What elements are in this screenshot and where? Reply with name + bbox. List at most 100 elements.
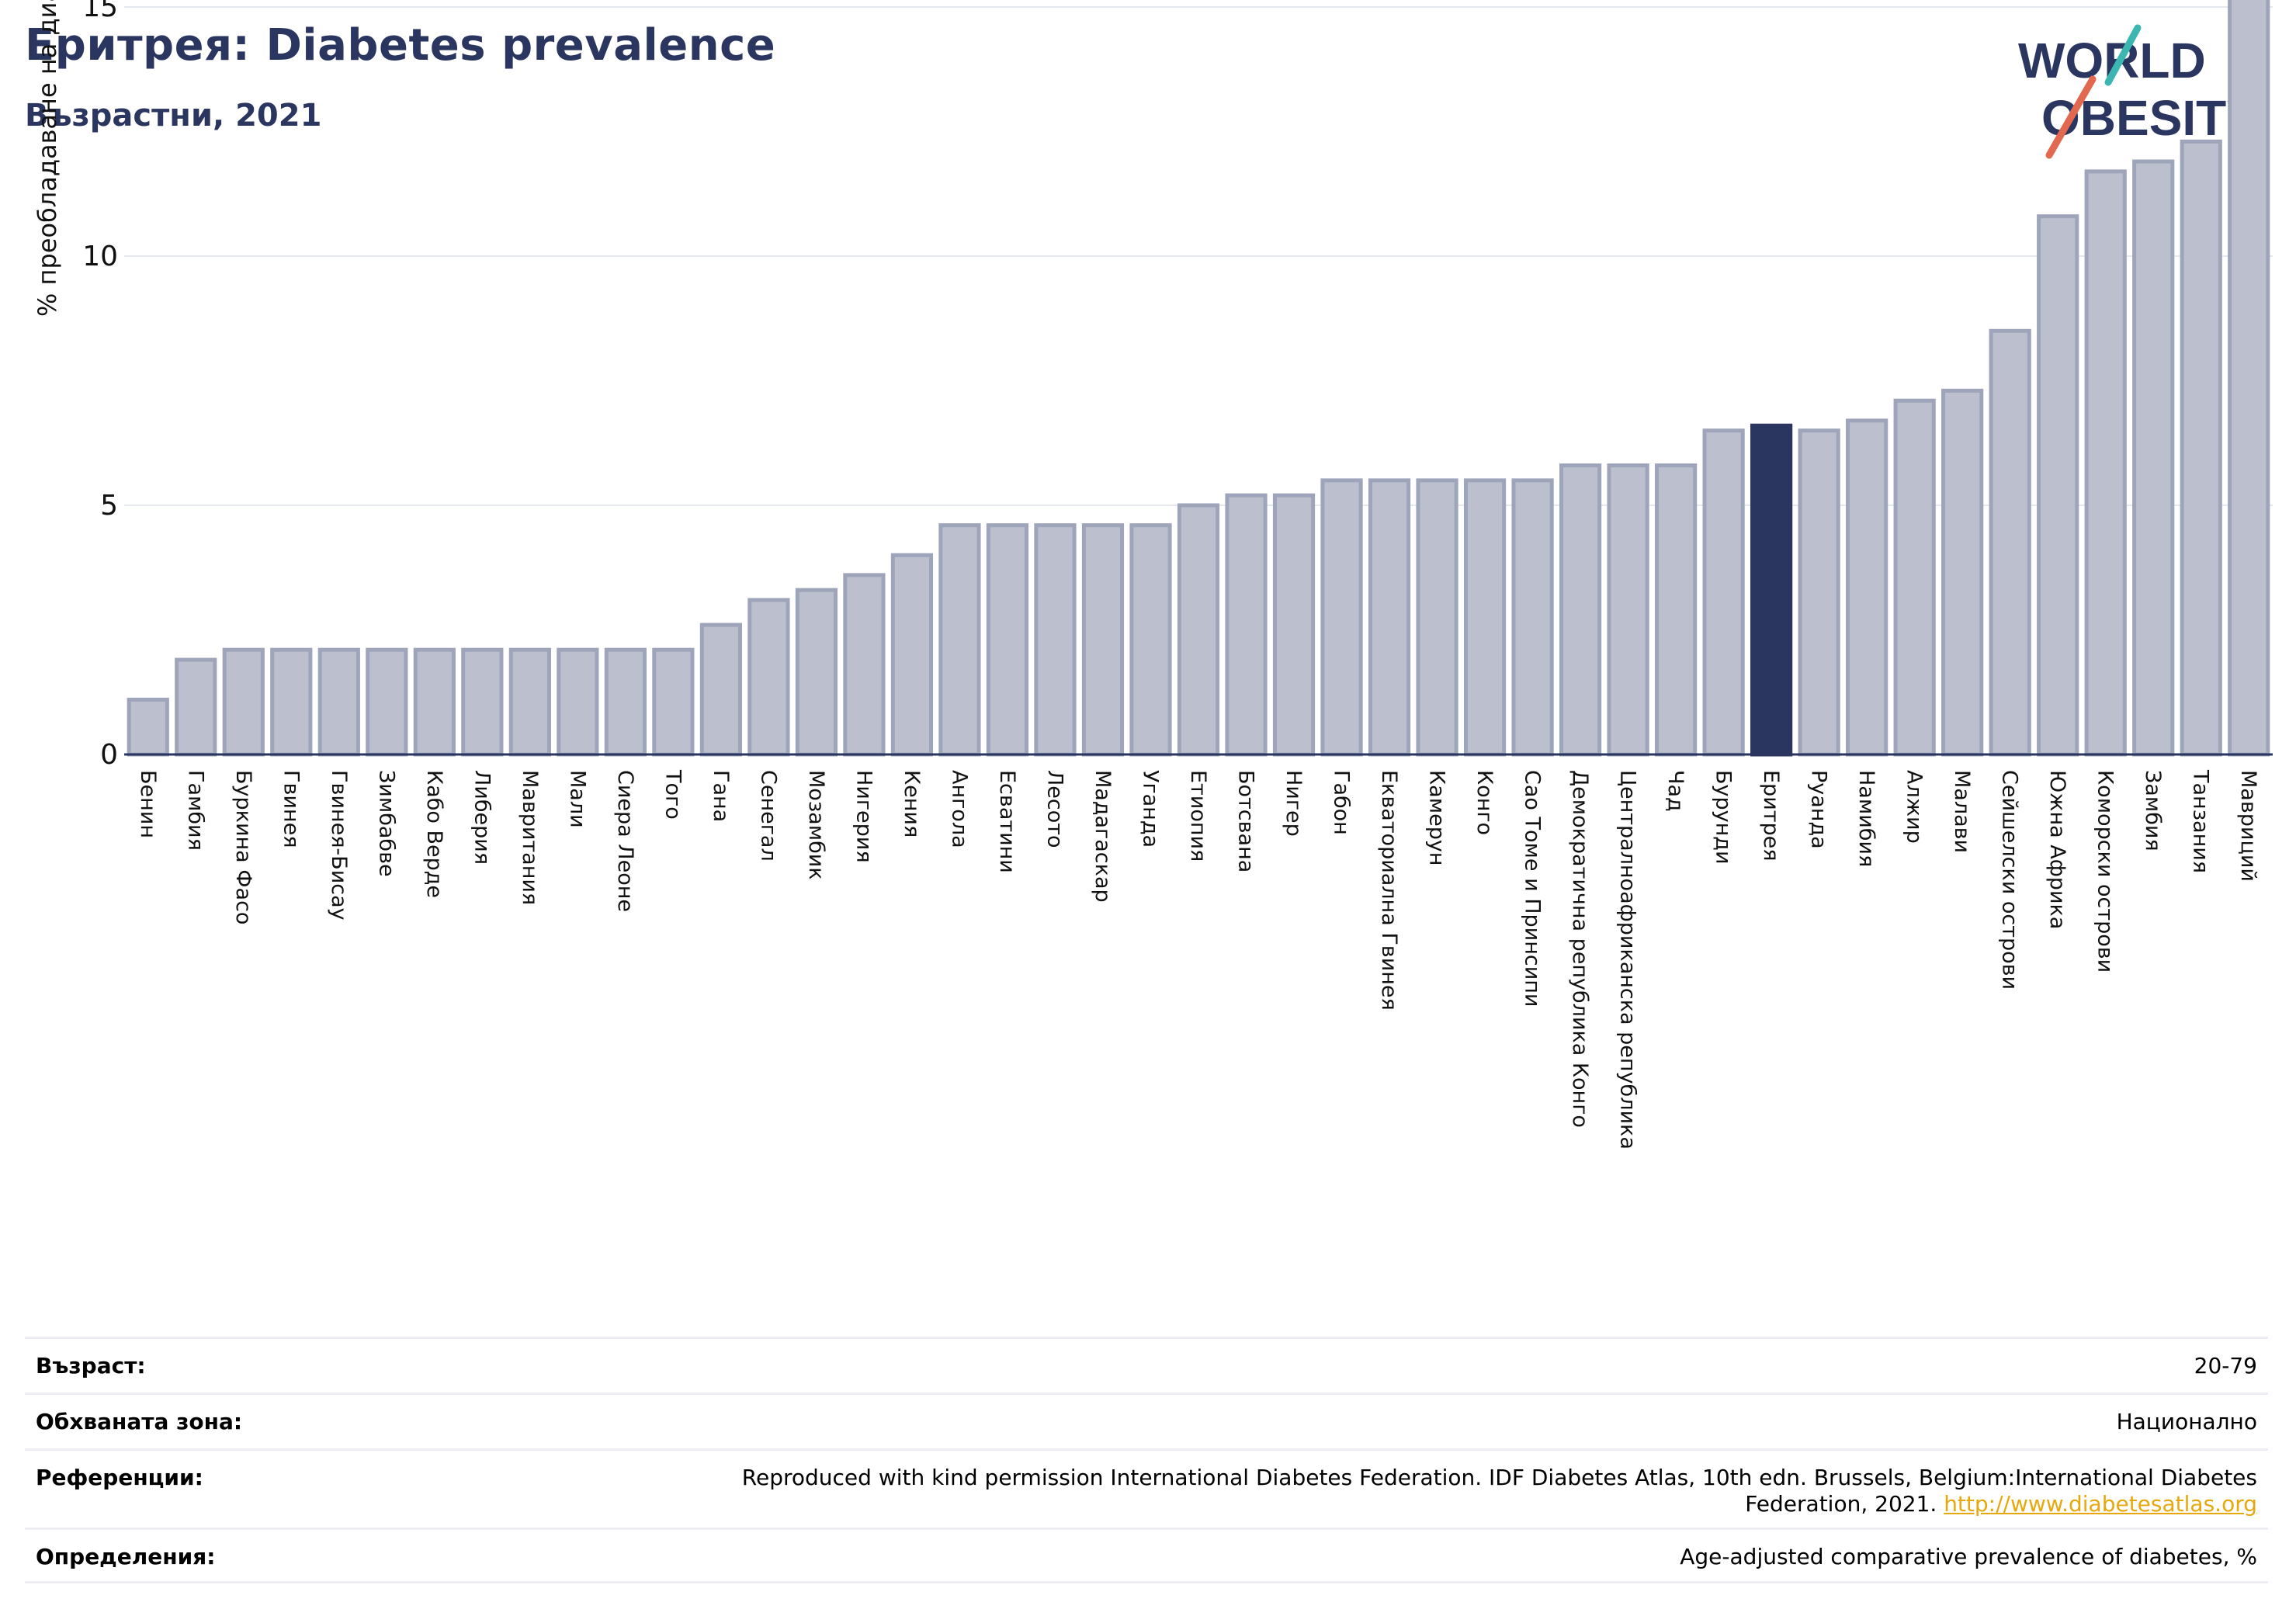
bar — [843, 573, 886, 757]
meta-value-definitions: Age-adjusted comparative prevalence of d… — [1680, 1544, 2257, 1569]
x-tick-label: Коморски острови — [2093, 770, 2117, 973]
x-tick-label: Габон — [1330, 770, 1354, 835]
bar — [890, 553, 934, 757]
x-tick-label: Кения — [900, 770, 924, 838]
x-tick-label: Сейшелски острови — [1998, 770, 2022, 990]
bar — [413, 647, 456, 757]
bar — [1607, 463, 1649, 757]
page-subtitle: Възрастни, 2021 — [25, 98, 322, 134]
bar — [222, 647, 265, 757]
bar — [1511, 478, 1554, 757]
bar — [1989, 328, 2031, 757]
x-tick-label: Конго — [1472, 770, 1497, 835]
bar — [1034, 523, 1077, 757]
bar — [557, 647, 599, 757]
bar — [2228, 0, 2270, 757]
bar — [2180, 139, 2222, 757]
bar — [1846, 418, 1888, 757]
meta-value-references: Reproduced with kind permission Internat… — [627, 1465, 2257, 1517]
x-tick-label: Бенин — [136, 770, 160, 838]
y-tick-label: 0 — [100, 739, 118, 771]
x-tick-label: Замбия — [2141, 770, 2165, 851]
x-tick-label: Южна Африка — [2045, 770, 2069, 929]
bar — [1416, 478, 1458, 757]
bar — [1225, 493, 1268, 757]
meta-row-age: Възраст: 20-79 — [25, 1337, 2268, 1392]
x-tick-label: Мавритания — [518, 770, 542, 905]
x-tick-label: Алжир — [1902, 770, 1927, 844]
bar — [508, 647, 551, 757]
bar — [1320, 478, 1363, 757]
bar — [1463, 478, 1507, 757]
x-tick-label: Мали — [565, 770, 589, 828]
x-tick-label: Ангола — [947, 770, 971, 848]
bar — [652, 647, 695, 757]
x-tick-label: Кабо Верде — [422, 770, 446, 898]
bar — [2037, 214, 2079, 757]
bar — [1655, 463, 1698, 757]
bar — [699, 622, 742, 757]
x-tick-label: Нигер — [1282, 770, 1306, 837]
meta-value-age: 20-79 — [2194, 1353, 2257, 1379]
meta-value-area: Национално — [2116, 1409, 2257, 1434]
x-tick-label: Есватини — [995, 770, 1019, 873]
bar — [986, 523, 1029, 757]
bar — [1798, 428, 1840, 757]
logo-slash-red — [2045, 75, 2097, 159]
bar — [1559, 463, 1602, 757]
references-link[interactable]: http://www.diabetesatlas.org — [1944, 1491, 2257, 1517]
x-tick-label: Ботсвана — [1234, 770, 1258, 872]
logo-slash-teal — [2104, 24, 2142, 86]
x-tick-label: Централноафриканска република — [1616, 770, 1640, 1150]
x-tick-label: Танзания — [2189, 769, 2213, 873]
x-tick-label: Гана — [709, 770, 733, 822]
meta-label-age: Възраст: — [36, 1353, 146, 1379]
bar — [2132, 159, 2175, 757]
bar — [1081, 523, 1125, 757]
bar — [795, 588, 838, 757]
bar — [1893, 398, 1936, 757]
bar — [1702, 428, 1745, 757]
x-tick-label: Сенегал — [756, 770, 780, 862]
bar — [461, 647, 504, 757]
y-axis-label: % преобладаване на диабета — [33, 0, 62, 317]
bar — [270, 647, 313, 757]
bar-chart: 05101520% преобладаване на диабетаБенинГ… — [33, 0, 2273, 1150]
x-tick-label: Уганда — [1138, 770, 1162, 848]
bar — [938, 523, 981, 757]
x-tick-label: Чад — [1663, 770, 1687, 812]
references-text: Reproduced with kind permission Internat… — [741, 1465, 2257, 1517]
bar-highlighted — [1750, 423, 1793, 757]
page-title: Еритрея: Diabetes prevalence — [25, 20, 776, 71]
x-tick-label: Малави — [1950, 770, 1974, 853]
meta-label-definitions: Определения: — [36, 1544, 216, 1569]
x-tick-label: Того — [661, 769, 685, 820]
bar — [366, 647, 408, 757]
meta-label-references: Референции: — [36, 1465, 203, 1490]
x-tick-label: Гамбия — [183, 770, 207, 851]
meta-row-references: Референции: Reproduced with kind permiss… — [25, 1448, 2268, 1528]
x-tick-label: Руанда — [1807, 770, 1831, 849]
x-tick-label: Сао Томе и Принсипи — [1521, 770, 1545, 1007]
y-tick-label: 10 — [82, 241, 118, 272]
bar — [747, 598, 790, 757]
x-tick-label: Бурунди — [1712, 770, 1736, 865]
x-tick-label: Гвинея-Бисау — [327, 770, 351, 921]
x-tick-label: Мавриций — [2236, 770, 2260, 882]
y-tick-label: 15 — [82, 0, 118, 23]
x-tick-label: Екваториална Гвинея — [1377, 770, 1401, 1011]
bar — [1177, 503, 1220, 757]
meta-row-area: Обхваната зона: Национално — [25, 1392, 2268, 1448]
bar — [2084, 169, 2127, 757]
x-tick-label: Буркина Фасо — [231, 770, 255, 924]
bar — [1941, 388, 1984, 757]
x-tick-label: Етиопия — [1186, 770, 1210, 862]
bar — [1129, 523, 1172, 757]
bar — [1272, 493, 1316, 757]
x-tick-label: Сиера Леоне — [613, 770, 637, 912]
x-tick-label: Либерия — [470, 770, 494, 865]
x-tick-label: Намибия — [1854, 770, 1878, 867]
x-tick-label: Камерун — [1425, 770, 1449, 865]
bar — [604, 647, 647, 757]
bar — [1368, 478, 1411, 757]
